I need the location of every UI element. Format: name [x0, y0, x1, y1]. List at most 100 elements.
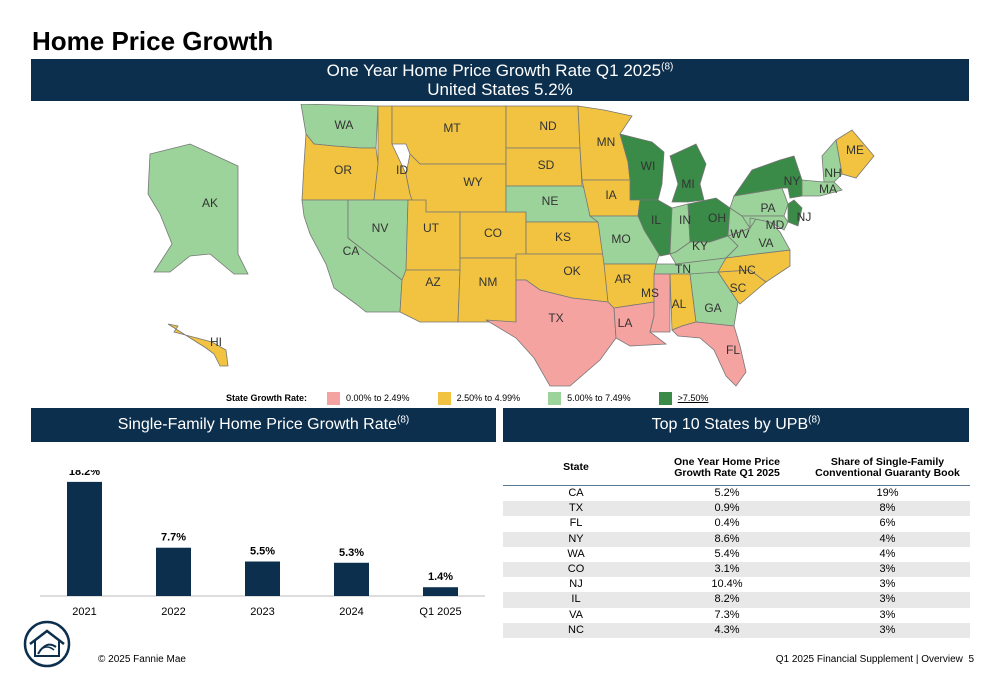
table-row: CA 5.2% 19%	[503, 486, 970, 502]
table-footnote: (8)	[808, 414, 821, 426]
bar-value-label: 5.5%	[250, 546, 275, 558]
bar-2023	[245, 561, 280, 596]
state-label: NJ	[797, 210, 812, 224]
x-tick-label: 2022	[161, 606, 185, 618]
cell-state: NY	[503, 531, 649, 547]
state-label: IA	[605, 188, 616, 202]
cell-growth: 4.3%	[649, 622, 805, 638]
state-label: TX	[548, 311, 563, 325]
x-tick-label: Q1 2025	[419, 606, 461, 618]
cell-growth: 7.3%	[714, 608, 740, 621]
table-title: Top 10 States by UPB	[651, 416, 809, 433]
us-state-map: WA OR CA ID NV MT WY UT AZ CO NM ND SD NE KS OK TX MN IA MO…	[130, 103, 890, 392]
bar-chart-footnote: (8)	[396, 414, 410, 426]
state-label: OK	[563, 264, 580, 278]
state-label: SD	[538, 158, 555, 172]
legend-item: 0.00% to 2.49%	[327, 391, 410, 405]
cell-share: 3%	[805, 561, 970, 578]
bar-2022	[156, 547, 191, 596]
map-title-footnote: (8)	[661, 61, 674, 73]
state-label: AR	[615, 272, 632, 286]
legend-item: 5.00% to 7.49%	[548, 391, 631, 405]
cell-share: 3%	[805, 622, 970, 638]
state-label: WY	[463, 175, 482, 189]
state-label: MT	[443, 121, 461, 135]
cell-share: 4%	[879, 547, 896, 560]
state-label: ND	[539, 119, 557, 133]
legend-title: State Growth Rate:	[226, 393, 308, 403]
map-legend: State Growth Rate: 0.00% to 2.49% 2.50% …	[226, 391, 736, 405]
legend-swatch	[437, 391, 451, 405]
cell-growth: 8.2%	[649, 592, 805, 608]
cell-state: FL	[569, 517, 583, 530]
cell-growth: 10.4%	[711, 578, 743, 591]
bar-value-label: 5.3%	[339, 547, 364, 559]
legend-swatch	[327, 391, 341, 405]
state-label: SC	[730, 281, 747, 295]
state-label: NM	[479, 275, 498, 289]
state-label: NV	[372, 221, 389, 235]
state-label: IL	[651, 213, 661, 227]
state-label: CO	[484, 226, 502, 240]
state-label: AL	[672, 297, 687, 311]
fannie-mae-logo-icon	[23, 620, 71, 668]
state-label: MD	[766, 218, 785, 232]
x-tick-label: 2024	[339, 606, 363, 618]
cell-state: NJ	[569, 578, 583, 591]
page-title: Home Price Growth	[32, 26, 274, 56]
legend-item: 2.50% to 4.99%	[437, 391, 521, 405]
cell-share: 19%	[876, 487, 899, 500]
legend-label: >7.50%	[677, 393, 709, 403]
state-label: ID	[396, 163, 408, 177]
cell-growth: 0.9%	[649, 501, 805, 517]
bar-value-label: 7.7%	[161, 532, 186, 544]
map-title: One Year Home Price Growth Rate Q1 2025	[326, 61, 662, 80]
cell-state: WA	[567, 547, 585, 560]
state-label: NE	[542, 194, 559, 208]
legend-item: >7.50%	[658, 391, 709, 405]
state-hi	[167, 323, 229, 367]
cell-share: 6%	[879, 517, 896, 530]
header-share: Share of Single-Family Conventional Guara…	[815, 455, 960, 479]
footer-info: Q1 2025 Financial Supplement | Overview …	[775, 654, 974, 665]
cell-state: CA	[568, 487, 584, 500]
top-states-table: State One Year Home Price Growth Rate Q1 …	[503, 450, 970, 638]
state-il	[637, 199, 673, 257]
state-label: NC	[738, 263, 756, 277]
legend-label: 0.00% to 2.49%	[346, 393, 410, 403]
bar-chart: 18.2% 2021 7.7% 2022 5.5% 2023 5.3% 2024 1.4% Q1 …	[40, 466, 490, 620]
state-tx	[485, 279, 617, 387]
legend-label: 2.50% to 4.99%	[456, 393, 521, 403]
state-label: AZ	[425, 275, 440, 289]
state-ak	[147, 143, 249, 275]
state-nm	[457, 257, 517, 323]
us-map-svg: WA OR CA ID NV MT WY UT AZ CO NM ND SD NE KS OK TX MN IA MO…	[147, 103, 875, 387]
table-row: NJ 10.4% 3%	[503, 577, 970, 592]
header-state: State	[563, 461, 589, 473]
state-label: OH	[708, 211, 726, 225]
state-label: PA	[760, 201, 775, 215]
x-tick-label: 2021	[72, 606, 96, 618]
state-label: KY	[692, 239, 708, 253]
cell-state: TX	[503, 501, 649, 517]
bar-value-label: 18.2%	[69, 470, 100, 478]
state-label: ME	[846, 143, 864, 157]
cell-state: VA	[569, 608, 583, 621]
state-label: WV	[730, 227, 749, 241]
state-or	[301, 132, 379, 201]
bar-2024	[334, 562, 369, 596]
map-title-banner: One Year Home Price Growth Rate Q1 2025(…	[31, 59, 969, 101]
bar-chart-svg: 18.2% 2021 7.7% 2022 5.5% 2023 5.3% 2024 1.4% Q1 …	[40, 466, 485, 618]
state-label: UT	[423, 221, 440, 235]
header-growth: One Year Home Price Growth Rate Q1 2025	[673, 455, 781, 479]
state-ma	[801, 179, 843, 197]
state-label: NY	[784, 174, 801, 188]
table-row: CO 3.1% 3%	[503, 561, 970, 578]
state-label: LA	[618, 316, 633, 330]
cell-state: IL	[503, 592, 649, 608]
state-label: AK	[202, 196, 218, 210]
state-label: CA	[343, 244, 360, 258]
table-row: NC 4.3% 3%	[503, 622, 970, 638]
state-label: GA	[704, 301, 721, 315]
table-header-row: State One Year Home Price Growth Rate Q1 …	[503, 450, 970, 486]
